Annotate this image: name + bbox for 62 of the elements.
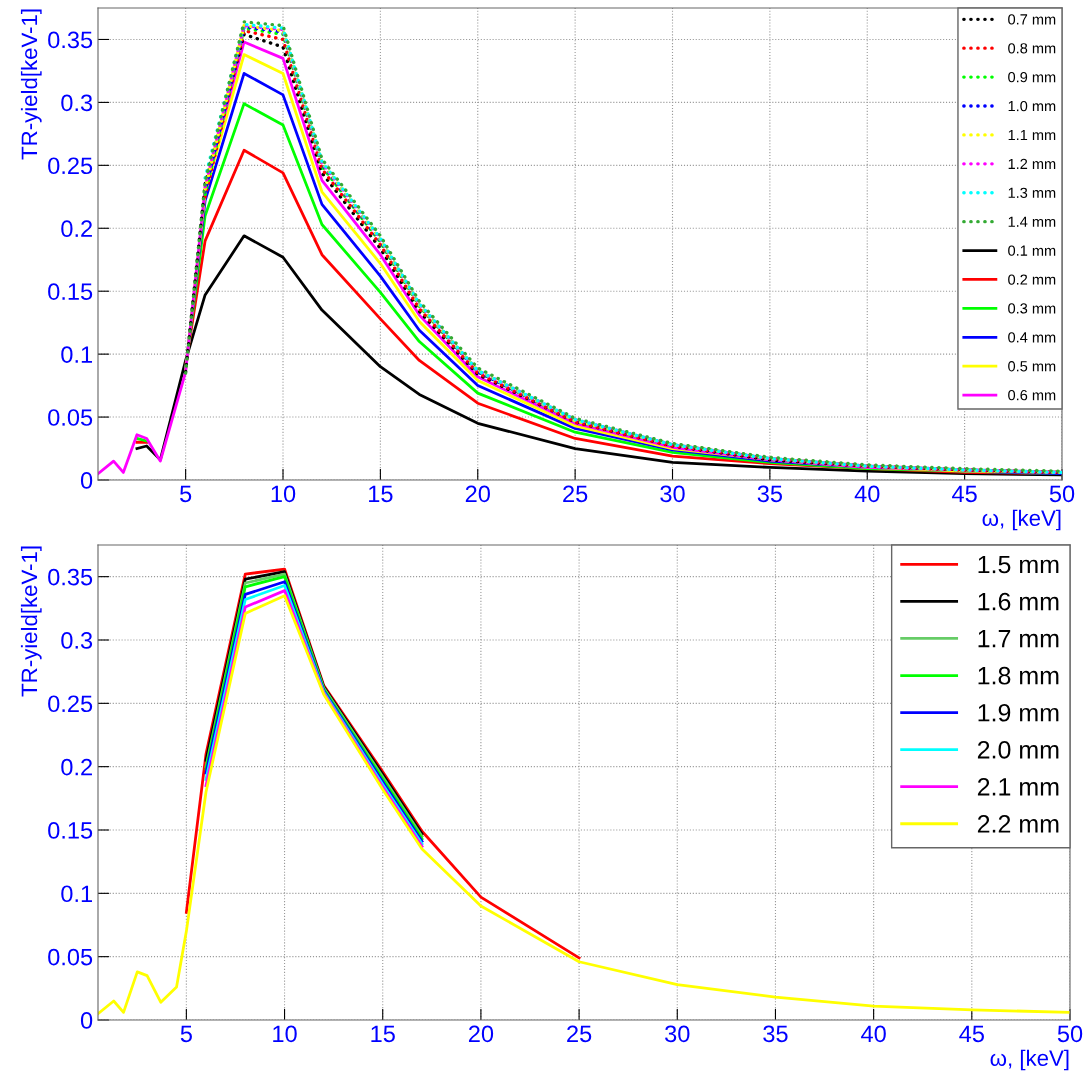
x-tick-label: 45 [952,485,977,503]
x-axis-title: ω, [keV] [990,1049,1069,1071]
legend-label: 1.4 mm [1008,216,1056,227]
y-tick-label: 0.35 [48,31,93,49]
y-tick-label: 0.3 [61,632,93,649]
legend-label: 1.5 mm [978,555,1059,574]
x-tick-label: 10 [273,1025,297,1043]
y-axis-title: TR-yield[keV-1] [20,546,42,697]
x-tick-label: 15 [369,485,393,503]
y-tick-label: 0.25 [48,695,93,713]
x-tick-label: 10 [271,485,296,503]
legend-label: 0.4 mm [1008,332,1056,343]
y-tick-label: 0.05 [48,948,93,966]
legend-label: 0.1 mm [1008,245,1056,256]
x-tick-label: 20 [468,1025,494,1043]
x-tick-label: 35 [757,485,783,503]
x-tick-label: 25 [567,1025,592,1043]
y-tick-label: 0.3 [61,94,93,112]
legend-label: 0.8 mm [1008,43,1056,54]
legend-label: 0.3 mm [1008,303,1056,314]
y-tick-label: 0.25 [48,157,93,175]
y-tick-label: 0.1 [61,346,92,363]
legend-label: 1.7 mm [978,630,1059,648]
y-tick-label: 0.1 [61,885,92,903]
legend-label: 0.5 mm [1008,361,1056,372]
x-tick-label: 50 [1057,1025,1083,1043]
y-axis-title: TR-yield[keV-1] [20,9,42,160]
legend-label: 1.8 mm [978,666,1059,685]
y-tick-label: 0.35 [48,568,93,586]
y-tick-label: 0.15 [48,283,93,300]
legend-label: 1.3 mm [1008,187,1056,198]
x-tick-label: 20 [465,485,490,503]
legend-label: 1.9 mm [978,703,1059,722]
x-tick-label: 30 [665,1025,690,1043]
legend-label: 0.2 mm [1008,274,1056,285]
legend-label: 0.6 mm [1008,390,1056,401]
x-tick-label: 35 [763,1025,788,1043]
legend-label: 2.1 mm [977,777,1059,796]
x-tick-label: 40 [854,485,880,503]
y-tick-label: 0 [80,1012,93,1029]
legend-label: 0.9 mm [1008,72,1056,83]
x-tick-label: 30 [660,485,685,503]
legend-label: 1.6 mm [978,592,1059,611]
y-tick-label: 0 [80,472,93,489]
x-tick-label: 40 [861,1025,886,1043]
x-tick-label: 5 [180,1025,192,1043]
legend-label: 1.0 mm [1008,100,1056,112]
y-tick-label: 0.05 [48,409,93,426]
y-tick-label: 0.2 [61,220,92,238]
legend-label: 2.0 mm [977,740,1059,759]
legend-label: 1.2 mm [1008,158,1056,169]
legend-label: 2.2 mm [977,815,1059,833]
x-tick-label: 5 [180,485,192,503]
x-tick-label: 25 [563,485,588,503]
legend-label: 1.1 mm [1008,130,1056,141]
y-tick-label: 0.15 [48,822,93,839]
x-axis-title: ω, [keV] [982,509,1061,531]
x-tick-label: 50 [1049,485,1075,503]
legend-label: 0.7 mm [1008,14,1056,25]
x-tick-label: 15 [371,1025,395,1043]
y-tick-label: 0.2 [61,758,92,776]
x-tick-label: 45 [959,1025,984,1043]
